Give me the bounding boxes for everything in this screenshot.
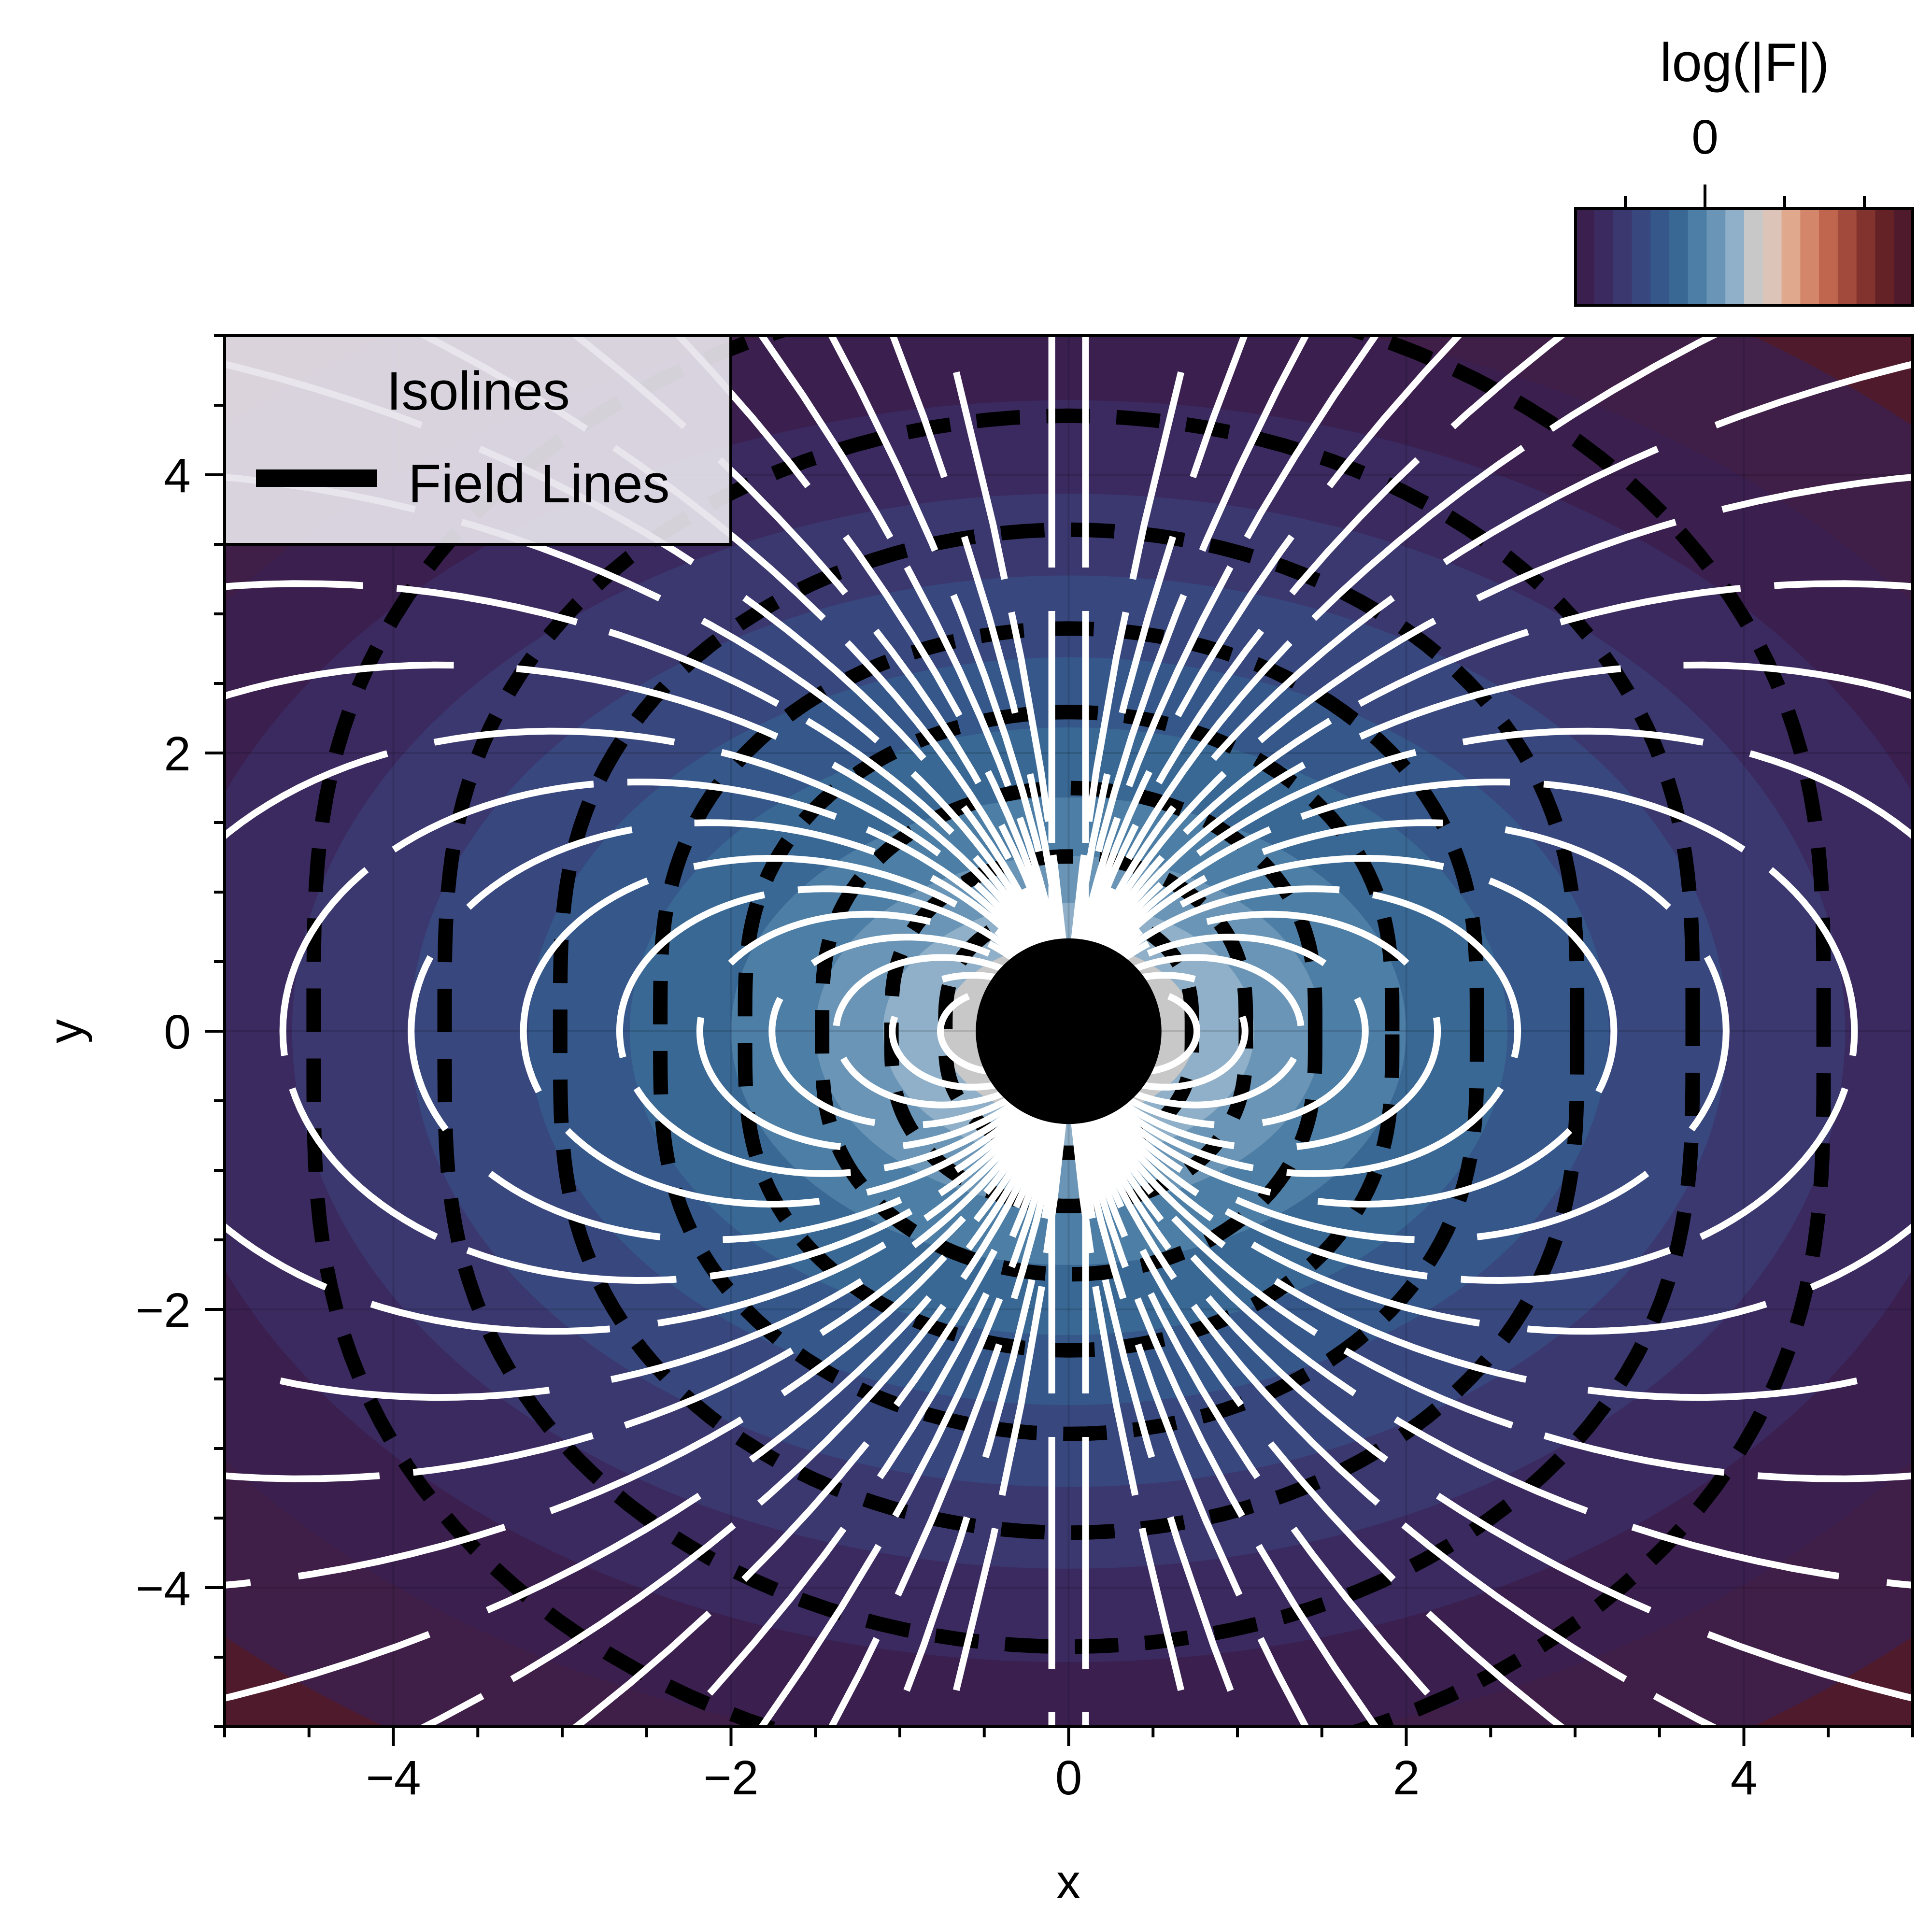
dipole-core	[976, 938, 1162, 1124]
colorbar-tick-label-0: 0	[1691, 110, 1719, 164]
field-line	[1065, 854, 1618, 1208]
x-axis: −4 −2 0 2 4	[223, 1727, 1914, 1805]
x-tick-label: −4	[366, 1751, 421, 1805]
y-tick-label: −2	[136, 1283, 191, 1337]
isoline	[437, 408, 1700, 1654]
colorbar-band	[1650, 209, 1670, 305]
colorbar-ticks	[1624, 185, 1866, 209]
field-line	[1065, 778, 1858, 1284]
legend-title: Isolines	[386, 361, 570, 421]
y-axis-label: y	[39, 1019, 93, 1043]
x-tick-label: 4	[1731, 1751, 1758, 1805]
field-line	[408, 819, 1072, 1243]
colorbar-frame	[1574, 207, 1914, 307]
contour-fills	[225, 336, 1913, 1727]
colorbar-band	[1669, 209, 1689, 305]
colorbar-band	[1706, 209, 1726, 305]
colorbar-band	[1819, 209, 1838, 305]
colorbar-band	[1894, 209, 1913, 305]
field-line	[1065, 819, 1730, 1243]
colorbar-label: log(|F|)	[1660, 32, 1830, 93]
colorbar-band	[1800, 209, 1819, 305]
y-tick-label: 2	[164, 727, 191, 781]
isoline	[815, 781, 1322, 1282]
colorbar: log(|F|) 0	[1574, 32, 1914, 307]
y-axis: −4 −2 0 2 4	[136, 334, 225, 1728]
colorbar-band	[1613, 209, 1632, 305]
colorbar-band	[1632, 209, 1651, 305]
y-tick-label: 0	[164, 1005, 191, 1059]
legend-box	[223, 334, 732, 546]
isoline	[306, 336, 1831, 1727]
x-tick-label: −2	[703, 1751, 758, 1805]
colorbar-band	[1725, 209, 1745, 305]
colorbar-band	[1781, 209, 1801, 305]
x-tick-label: 2	[1393, 1751, 1420, 1805]
y-tick-label: 4	[164, 449, 191, 503]
colorbar-band	[1576, 209, 1595, 305]
field-line	[279, 778, 1072, 1284]
colorbar-bands	[1576, 209, 1913, 305]
x-axis-label: x	[1056, 1855, 1080, 1909]
legend-label-field-lines: Field Lines	[408, 454, 670, 514]
field-line	[616, 885, 1072, 1177]
legend: Isolines Field Lines	[223, 334, 732, 546]
field-line	[1065, 885, 1521, 1177]
colorbar-band	[1875, 209, 1894, 305]
plot-area	[223, 334, 1914, 1728]
y-tick-label: −4	[136, 1562, 191, 1616]
colorbar-band	[1762, 209, 1782, 305]
x-tick-label: 0	[1055, 1751, 1082, 1805]
colorbar-band	[1856, 209, 1875, 305]
colorbar-band	[1594, 209, 1614, 305]
colorbar-band	[1837, 209, 1857, 305]
colorbar-band	[1744, 209, 1763, 305]
colorbar-band	[1688, 209, 1707, 305]
field-line	[520, 854, 1072, 1208]
